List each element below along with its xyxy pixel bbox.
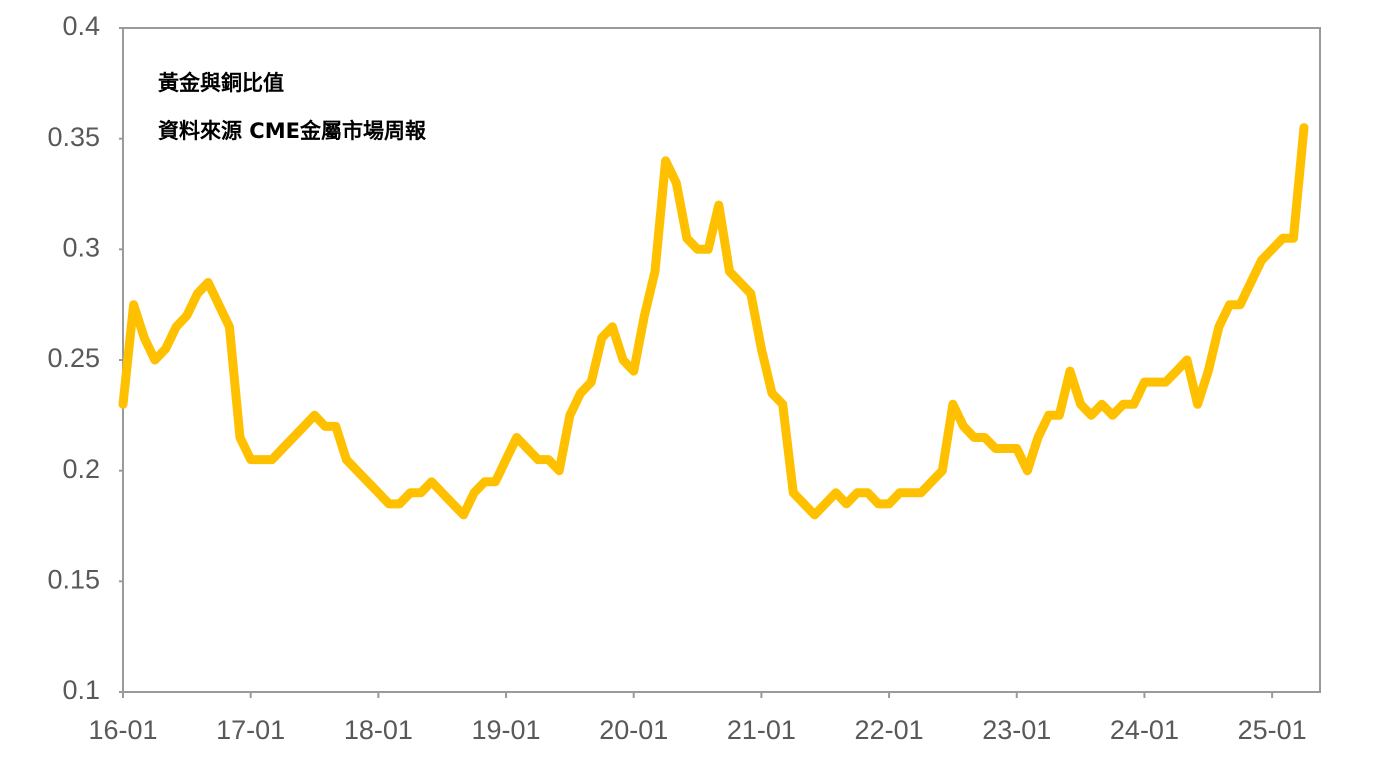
x-tick-label: 25-01 — [1238, 715, 1307, 745]
x-tick-label: 16-01 — [88, 715, 157, 745]
y-tick-label: 0.25 — [47, 343, 100, 373]
x-tick-label: 20-01 — [599, 715, 668, 745]
chart-title: 黃金與銅比值 — [158, 71, 284, 95]
x-tick-label: 22-01 — [855, 715, 924, 745]
y-tick-label: 0.2 — [62, 454, 100, 484]
x-tick-label: 18-01 — [344, 715, 413, 745]
y-tick-label: 0.3 — [62, 232, 100, 262]
y-tick-label: 0.1 — [62, 675, 100, 705]
x-tick-label: 24-01 — [1110, 715, 1179, 745]
x-tick-label: 17-01 — [216, 715, 285, 745]
x-tick-label: 23-01 — [982, 715, 1051, 745]
x-tick-label: 21-01 — [727, 715, 796, 745]
y-tick-label: 0.15 — [47, 564, 100, 594]
x-tick-label: 19-01 — [472, 715, 541, 745]
y-tick-label: 0.4 — [62, 11, 100, 41]
chart-subtitle: 資料來源 CME金屬市場周報 — [158, 119, 427, 143]
y-tick-label: 0.35 — [47, 122, 100, 152]
data-line — [118, 123, 1309, 520]
